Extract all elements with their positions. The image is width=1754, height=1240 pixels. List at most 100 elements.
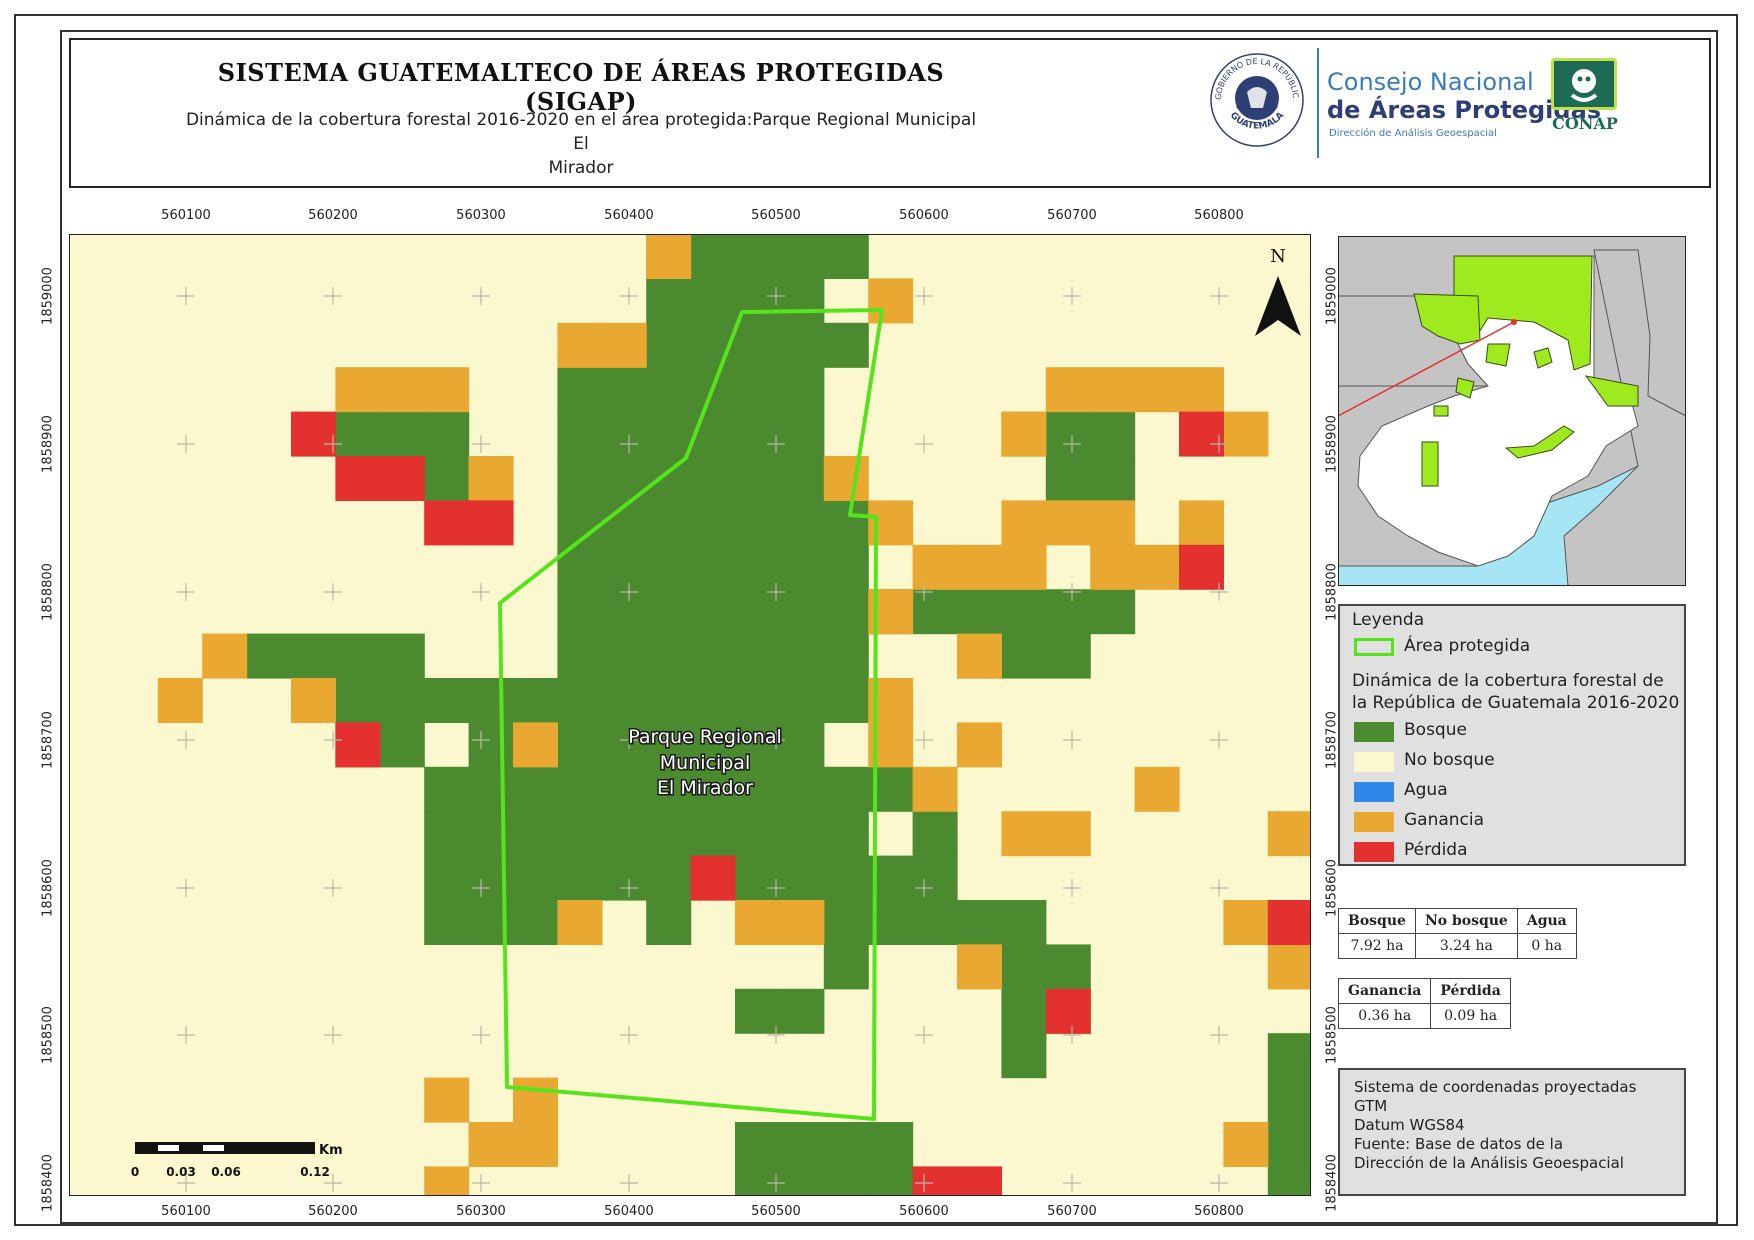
legend-item-label: Ganancia xyxy=(1404,810,1485,830)
cell-ganancia xyxy=(468,456,514,501)
cell-bosque xyxy=(1001,900,1047,945)
cell-bosque xyxy=(779,1122,825,1167)
graticule-cross xyxy=(177,1026,195,1044)
legend-swatch xyxy=(1354,812,1394,832)
legend-item-label: Agua xyxy=(1404,780,1448,800)
cell-bosque xyxy=(779,722,825,768)
cell-ganancia xyxy=(1001,544,1047,590)
cell-bosque xyxy=(690,678,736,723)
svg-text:0: 0 xyxy=(131,1165,139,1179)
cell-bosque xyxy=(557,411,603,457)
cell-ganancia xyxy=(468,1122,514,1167)
cell-ganancia xyxy=(957,722,1002,768)
stats-table-cover: Bosque No bosque Agua 7.92 ha 3.24 ha 0 … xyxy=(1338,908,1577,959)
cell-bosque xyxy=(779,544,825,590)
graticule-crosses xyxy=(177,287,1228,1192)
cell-bosque xyxy=(646,500,692,546)
cell-ganancia xyxy=(1001,411,1047,457)
cell-bosque xyxy=(690,766,736,812)
cell-perdida xyxy=(335,456,381,501)
cell-bosque xyxy=(690,500,736,546)
cell-bosque xyxy=(601,678,647,723)
cell-ganancia xyxy=(1223,411,1269,457)
graticule-cross xyxy=(1063,1026,1081,1044)
graticule-cross xyxy=(472,435,490,453)
page-border xyxy=(14,14,1738,1226)
graticule-cross xyxy=(620,731,638,749)
area-label-line-1: Parque Regional xyxy=(628,726,782,748)
graticule-cross xyxy=(767,583,785,601)
coord-line: Sistema de coordenadas proyectadas xyxy=(1354,1078,1637,1096)
cell-bosque xyxy=(646,589,692,635)
cell-bosque xyxy=(690,456,736,501)
cell-bosque xyxy=(468,766,514,812)
graticule-cross xyxy=(177,1174,195,1192)
cell-bosque xyxy=(646,766,692,812)
cell-bosque xyxy=(735,411,780,457)
cell-bosque xyxy=(912,900,958,945)
cell-bosque xyxy=(513,766,558,812)
cell-bosque xyxy=(779,500,825,546)
x-tick-label: 560300 xyxy=(456,1204,506,1219)
cell-ganancia xyxy=(1134,367,1180,413)
cell-bosque xyxy=(690,633,736,679)
y-tick-label: 1859000 xyxy=(40,267,56,325)
cell-ganancia xyxy=(646,234,692,279)
stats-header-perdida: Pérdida xyxy=(1430,978,1511,1004)
cell-perdida xyxy=(291,411,336,457)
cell-bosque xyxy=(601,855,647,901)
graticule-cross xyxy=(767,1174,785,1192)
protected-area-boundary[interactable] xyxy=(498,308,884,1121)
cell-bosque xyxy=(823,766,869,812)
graticule-cross xyxy=(472,287,490,305)
graticule-cross xyxy=(324,435,342,453)
cell-ganancia xyxy=(601,322,647,368)
cell-bosque xyxy=(1045,589,1091,635)
stats-header-no-bosque: No bosque xyxy=(1414,908,1518,934)
cell-bosque xyxy=(735,633,780,679)
subtitle-line-1: Dinámica de la cobertura forestal 2016-2… xyxy=(185,110,977,154)
cell-bosque xyxy=(1267,1122,1311,1167)
locator-inset-map[interactable] xyxy=(1338,236,1686,586)
cell-bosque xyxy=(379,633,425,679)
legend-title: Leyenda xyxy=(1352,610,1425,630)
graticule-cross xyxy=(177,731,195,749)
cell-ganancia xyxy=(424,1166,470,1196)
cell-bosque xyxy=(379,722,425,768)
graticule-cross xyxy=(767,435,785,453)
cell-bosque xyxy=(646,900,692,945)
y-tick-label: 1858600 xyxy=(40,859,56,917)
cell-perdida xyxy=(379,456,425,501)
cell-ganancia xyxy=(1179,500,1224,546)
cell-bosque xyxy=(601,544,647,590)
cell-bosque xyxy=(779,1166,825,1196)
graticule-cross xyxy=(620,435,638,453)
x-tick-label: 560700 xyxy=(1047,1204,1097,1219)
cell-bosque xyxy=(1090,456,1136,501)
graticule-cross xyxy=(620,583,638,601)
graticule-cross xyxy=(472,879,490,897)
y-tick-label: 1858800 xyxy=(40,563,56,621)
main-map[interactable]: Parque Regional Municipal El Mirador N K… xyxy=(69,234,1311,1196)
cell-ganancia xyxy=(1001,811,1047,857)
cell-bosque xyxy=(601,411,647,457)
cell-bosque xyxy=(735,367,780,413)
cell-bosque xyxy=(823,500,869,546)
cell-perdida xyxy=(1267,900,1311,945)
cell-ganancia xyxy=(1134,766,1180,812)
cell-bosque xyxy=(468,811,514,857)
cell-bosque xyxy=(823,544,869,590)
cell-bosque xyxy=(690,411,736,457)
cell-bosque xyxy=(379,678,425,723)
cell-bosque xyxy=(646,544,692,590)
cell-bosque xyxy=(823,678,869,723)
cell-bosque xyxy=(557,367,603,413)
org-name-line-1: Consejo Nacional xyxy=(1327,68,1534,96)
cell-ganancia xyxy=(335,367,381,413)
graticule-cross xyxy=(915,1174,933,1192)
cell-bosque xyxy=(735,1122,780,1167)
cell-bosque xyxy=(912,589,958,635)
x-tick-label: 560400 xyxy=(604,1204,654,1219)
cell-bosque xyxy=(735,589,780,635)
cell-bosque xyxy=(823,944,869,990)
